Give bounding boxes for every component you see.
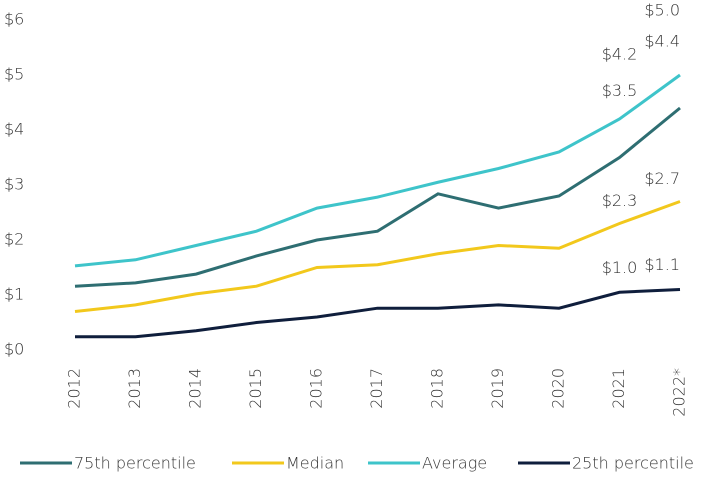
data-label: $1.0 [602,258,638,277]
y-tick-label: $0 [4,340,24,359]
x-tick-label: 2015 [246,368,265,409]
series-line [74,200,681,313]
legend-label: Average [422,454,487,473]
data-label: $4.4 [644,32,680,51]
x-tick-label: 2012 [65,368,84,409]
x-tick-label: 2013 [125,368,144,409]
data-label: $3.5 [602,81,638,100]
x-tick-label: 2016 [307,368,326,409]
y-tick-label: $4 [4,120,24,139]
y-tick-label: $5 [4,65,24,84]
x-tick-label: 2019 [488,368,507,409]
x-tick-label: 2021 [609,368,628,409]
x-tick-label: 2020 [549,368,568,409]
series-line [74,106,681,288]
y-tick-label: $3 [4,175,24,194]
y-tick-label: $6 [4,10,24,29]
series-line [75,288,681,339]
x-tick-label: 2014 [186,368,205,409]
data-label: $2.3 [602,191,638,210]
y-tick-label: $1 [4,285,24,304]
data-label: $5.0 [644,1,680,20]
legend-label: 25th percentile [572,454,694,473]
legend-label: 75th percentile [74,454,196,473]
series-line [74,73,681,268]
legend-label: Median [286,454,344,473]
data-label: $4.2 [602,45,638,64]
x-tick-label: 2017 [367,368,386,409]
x-tick-label: 2018 [428,368,447,409]
y-tick-label: $2 [4,230,24,249]
x-tick-label: 2022* [670,368,689,417]
data-label: $1.1 [644,255,680,274]
data-label: $2.7 [644,169,680,188]
